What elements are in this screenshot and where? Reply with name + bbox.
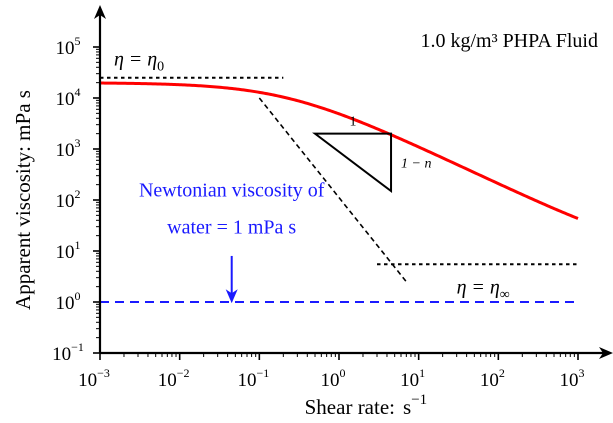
x-axis-label: Shear rate: bbox=[305, 395, 395, 419]
x-tick-label: 103 bbox=[560, 366, 585, 391]
eta-infinity-label: η = η∞ bbox=[457, 277, 510, 303]
y-tick-label: 104 bbox=[56, 85, 81, 110]
x-tick-label: 10−2 bbox=[158, 366, 190, 391]
newtonian-label-line2: water = 1 mPa s bbox=[167, 217, 296, 239]
y-tick-label: 101 bbox=[56, 238, 81, 263]
x-axis-unit-base: s bbox=[403, 395, 411, 419]
chart-title: 1.0 kg/m³ PHPA Fluid bbox=[420, 30, 598, 52]
x-axis-title: Shear rate: s−1 bbox=[305, 392, 428, 419]
newtonian-annotation: Newtonian viscosity of water = 1 mPa s bbox=[139, 180, 325, 297]
y-tick-label: 105 bbox=[56, 34, 81, 59]
y-tick-label: 10−1 bbox=[52, 340, 84, 365]
x-ticks: 10−3 10−2 10−1 100 101 102 103 bbox=[78, 353, 584, 391]
eta-infinity-rhs: η bbox=[490, 277, 500, 299]
x-tick-label: 101 bbox=[400, 366, 425, 391]
slope-triangle-top-label: 1 bbox=[350, 115, 357, 130]
x-tick-label: 10−3 bbox=[78, 366, 110, 391]
y-axis-label: Apparent viscosity: mPa s bbox=[11, 90, 35, 310]
slope-triangle-shape bbox=[315, 134, 391, 191]
eta-zero-equals: = bbox=[130, 48, 141, 70]
y-ticks: 10−1 100 101 102 103 104 105 bbox=[52, 34, 100, 365]
eta-infinity-equals: = bbox=[473, 277, 484, 299]
y-tick-label: 100 bbox=[56, 289, 81, 314]
eta-zero-rhs: η bbox=[147, 48, 157, 70]
slope-triangle-side-label: 1 − n bbox=[401, 156, 431, 171]
eta-infinity-subscript: ∞ bbox=[500, 288, 510, 303]
x-tick-label: 100 bbox=[321, 366, 346, 391]
eta-zero-subscript: 0 bbox=[157, 59, 164, 74]
x-axis-unit: s−1 bbox=[403, 392, 427, 419]
eta-infinity-lhs: η bbox=[457, 277, 467, 299]
x-tick-label: 10−1 bbox=[237, 366, 269, 391]
y-tick-label: 103 bbox=[56, 136, 81, 161]
y-tick-label: 102 bbox=[56, 187, 81, 212]
newtonian-label-line1: Newtonian viscosity of bbox=[139, 180, 325, 202]
x-tick-label: 102 bbox=[480, 366, 505, 391]
eta-zero-label: η = η0 bbox=[114, 48, 164, 74]
x-axis-unit-exponent: −1 bbox=[411, 392, 427, 408]
eta-zero-lhs: η bbox=[114, 48, 124, 70]
